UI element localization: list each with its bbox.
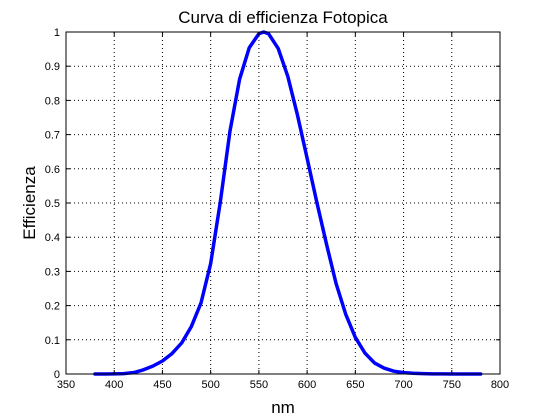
y-tick-label: 0.5 <box>45 198 60 210</box>
y-tick-label: 0.6 <box>45 164 60 176</box>
x-tick-label: 750 <box>443 379 461 391</box>
chart-title: Curva di efficienza Fotopica <box>178 8 388 27</box>
y-tick-label: 0.1 <box>45 335 60 347</box>
y-tick-label: 0.7 <box>45 130 60 142</box>
y-tick-label: 0.4 <box>45 232 60 244</box>
y-tick-label: 1 <box>54 27 60 39</box>
x-tick-label: 600 <box>298 379 316 391</box>
y-tick-label: 0.3 <box>45 266 60 278</box>
series-line <box>93 30 483 376</box>
x-tick-label: 650 <box>346 379 364 391</box>
y-tick-label: 0.8 <box>45 95 60 107</box>
x-tick-label: 450 <box>153 379 171 391</box>
y-tick-label: 0 <box>54 369 60 381</box>
x-tick-label: 400 <box>105 379 123 391</box>
y-tick-label: 0.2 <box>45 301 60 313</box>
ticks: 350 400 450 500 550 600 650 700 750 800 0 0.1 0.2 0.3… <box>45 27 509 391</box>
x-tick-label: 350 <box>57 379 75 391</box>
x-tick-label: 800 <box>491 379 509 391</box>
x-tick-label: 500 <box>201 379 219 391</box>
grid <box>66 32 500 374</box>
y-tick-label: 0.9 <box>45 61 60 73</box>
x-axis-label: nm <box>271 398 295 417</box>
y-axis-label: Efficienza <box>20 166 39 240</box>
x-tick-label: 700 <box>394 379 412 391</box>
x-tick-label: 550 <box>250 379 268 391</box>
